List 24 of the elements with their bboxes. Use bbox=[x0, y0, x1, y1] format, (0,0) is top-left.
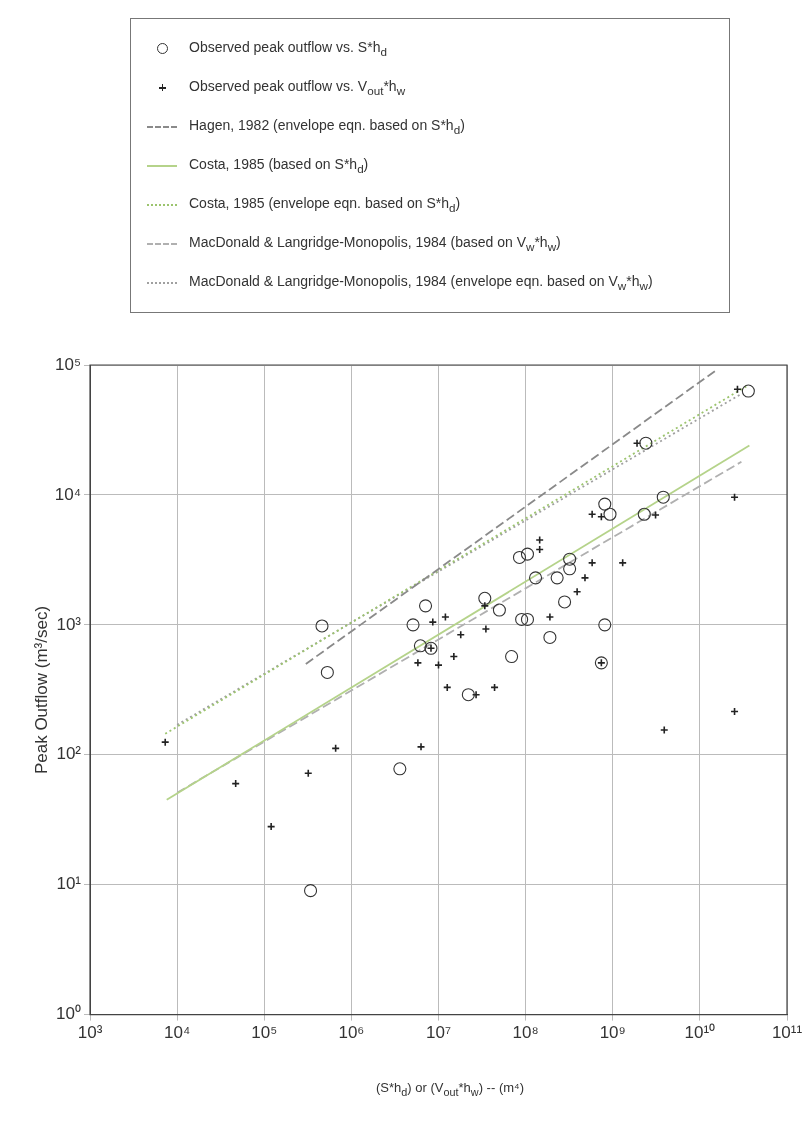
legend-label: Costa, 1985 (envelope eqn. based on S*h$_{d}$) bbox=[189, 195, 461, 214]
x-tick-label: 10⁵ bbox=[251, 1023, 278, 1043]
x-tick-label: 10⁷ bbox=[425, 1023, 452, 1043]
y-tick-label: 10⁰ bbox=[56, 1004, 81, 1024]
y-axis-title: Peak Outflow (m³/sec) bbox=[32, 605, 52, 775]
legend-label: Costa, 1985 (based on S*h$_{d}$) bbox=[189, 156, 369, 175]
legend-label: Observed peak outflow vs. S*h$_{d}$ bbox=[189, 39, 387, 58]
x-tick-label: 10¹⁰ bbox=[684, 1023, 716, 1043]
x-tick-label: 10⁶ bbox=[338, 1023, 365, 1043]
y-tick-label: 10⁵ bbox=[55, 354, 81, 374]
legend-label: Observed peak outflow vs. V$_{out}$*h$_{w}$ bbox=[189, 78, 406, 97]
x-tick-label: 10³ bbox=[77, 1023, 103, 1043]
legend-label: MacDonald & Langridge-Monopolis, 1984 (envelope eqn. based on V$_{w}$*h$_{w}$) bbox=[189, 273, 653, 292]
y-tick-label: 10⁴ bbox=[54, 484, 81, 504]
x-tick-label: 10¹¹ bbox=[771, 1023, 803, 1043]
x-axis-title: (S*h$_{d}$) or (V$_{out}$*h$_{w}$) -- (m⁴) bbox=[376, 1080, 524, 1098]
legend-label: MacDonald & Langridge-Monopolis, 1984 (based on V$_{w}$*h$_{w}$) bbox=[189, 234, 561, 253]
legend-label: Hagen, 1982 (envelope eqn. based on S*h$_{d}$) bbox=[189, 117, 465, 136]
x-tick-label: 10⁹ bbox=[599, 1023, 626, 1043]
y-tick-label: 10¹ bbox=[56, 874, 82, 894]
x-tick-label: 10⁸ bbox=[512, 1023, 539, 1043]
y-tick-label: 10² bbox=[56, 744, 82, 764]
x-tick-label: 10⁴ bbox=[164, 1023, 191, 1043]
y-tick-label: 10³ bbox=[56, 614, 82, 634]
